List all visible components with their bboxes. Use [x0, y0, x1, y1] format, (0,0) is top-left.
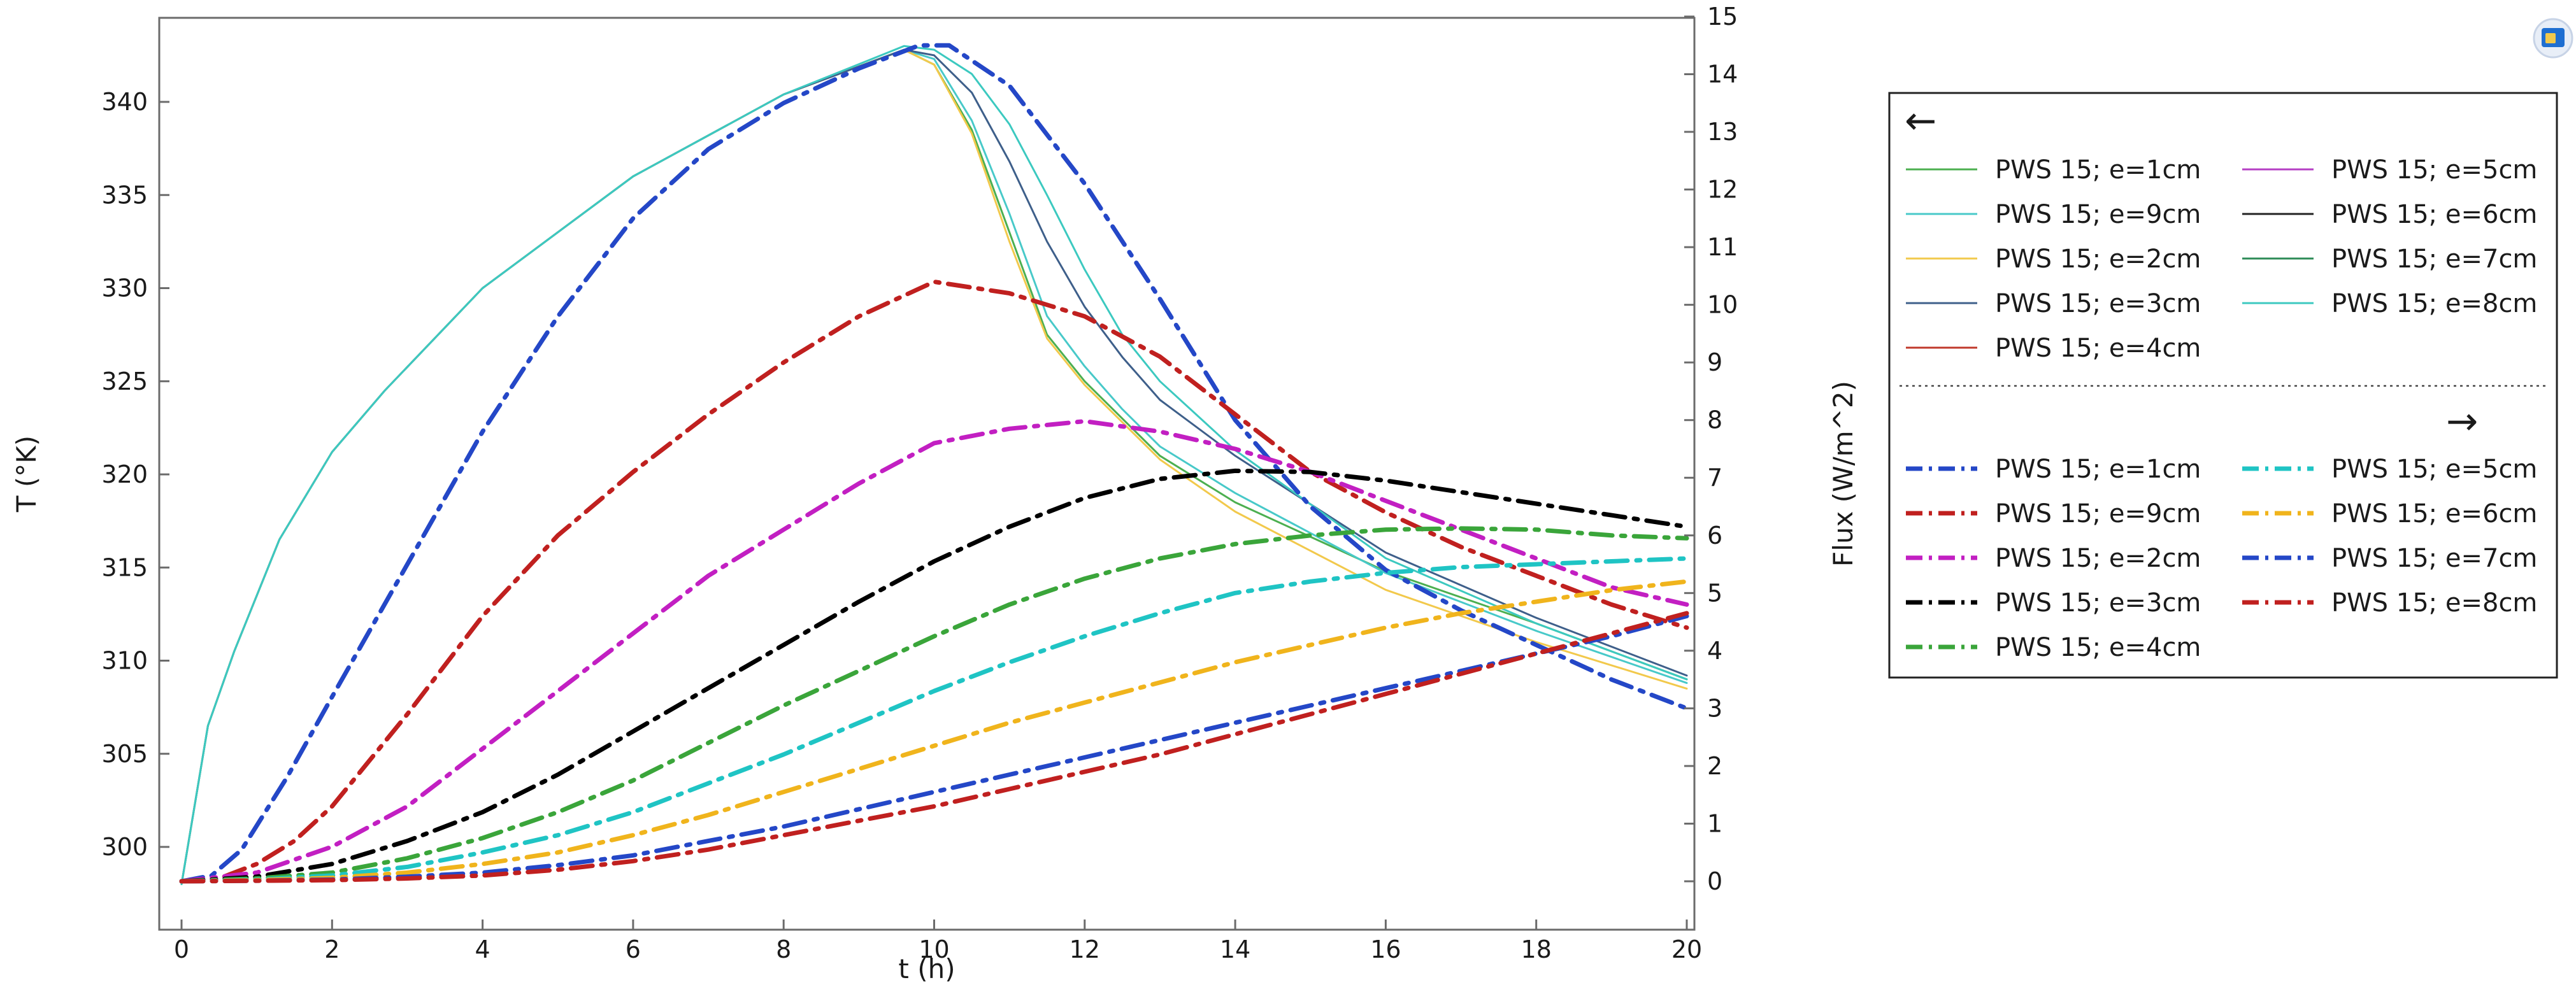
y-right-tick-label: 13: [1707, 118, 1738, 146]
y-right-tick-label: 12: [1707, 176, 1738, 204]
y-right-tick-label: 6: [1707, 522, 1722, 550]
series-line: [179, 468, 1689, 884]
series-line: [179, 556, 1689, 884]
y-right-tick-label: 3: [1707, 694, 1722, 722]
y-right-tick-label: 2: [1707, 752, 1722, 780]
x-tick-label: 2: [324, 935, 340, 963]
x-tick-label: 20: [1671, 935, 1702, 963]
series-line: [179, 611, 1689, 884]
legend-entry-label: PWS 15; e=2cm: [1995, 544, 2201, 573]
y-right-tick-label: 7: [1707, 464, 1722, 492]
y-left-tick-label: 330: [101, 274, 148, 302]
series-line: [179, 43, 1689, 884]
y-left-axis-label: T (°K): [11, 436, 42, 513]
y-right-tick-label: 8: [1707, 406, 1722, 434]
y-left-tick-label: 325: [101, 367, 148, 395]
series-line: [179, 419, 1689, 884]
x-tick-label: 12: [1070, 935, 1100, 963]
y-left-tick-label: 320: [101, 460, 148, 488]
y-left-axis-ticks: 300 305 310 315 320 325 330 335 340: [101, 88, 169, 861]
legend-entry-label: PWS 15; e=7cm: [2331, 245, 2537, 274]
legend-entries: PWS 15; e=1cm PWS 15; e=9cm PWS 15; e=2cm P…: [1906, 155, 2537, 662]
legend-entry-label: PWS 15; e=7cm: [2331, 544, 2537, 573]
y-right-axis-label: Flux (W/m^2): [1828, 381, 1859, 567]
y-left-tick-label: 305: [101, 740, 148, 768]
x-tick-label: 18: [1521, 935, 1552, 963]
x-tick-label: 10: [919, 935, 949, 963]
y-right-tick-label: 0: [1707, 867, 1722, 895]
y-right-tick-label: 10: [1707, 291, 1738, 319]
y-left-tick-label: 340: [101, 88, 148, 116]
y-right-tick-label: 14: [1707, 60, 1738, 89]
y-left-tick-label: 335: [101, 181, 148, 209]
series-layer: [179, 43, 1689, 885]
x-tick-label: 6: [626, 935, 641, 963]
legend-box: [1888, 92, 2558, 679]
legend-entry-label: PWS 15; e=8cm: [2331, 588, 2537, 618]
x-axis-label: t (h): [898, 953, 955, 984]
y-right-tick-label: 11: [1707, 233, 1738, 261]
legend-right-axis-arrow: →: [2446, 399, 2478, 444]
x-axis-ticks: 0 2 4 6 8 10 12 14 16 18 20: [174, 920, 1702, 963]
legend-entry-label: PWS 15; e=3cm: [1995, 289, 2201, 318]
legend-entry-label: PWS 15; e=3cm: [1995, 588, 2201, 618]
series-line: [179, 579, 1689, 884]
series-line: [180, 45, 1688, 885]
y-left-tick-label: 310: [101, 647, 148, 675]
legend-entry-label: PWS 15; e=4cm: [1995, 334, 2201, 363]
legend-entry-label: PWS 15; e=4cm: [1995, 633, 2201, 662]
y-right-tick-label: 15: [1707, 3, 1738, 31]
y-right-tick-label: 5: [1707, 579, 1722, 607]
x-tick-label: 4: [475, 935, 490, 963]
legend-entry-label: PWS 15; e=2cm: [1995, 245, 2201, 274]
legend-entry-label: PWS 15; e=5cm: [2331, 155, 2537, 185]
y-right-tick-label: 4: [1707, 637, 1722, 665]
x-tick-label: 14: [1220, 935, 1250, 963]
legend-left-axis-arrow: ←: [1905, 99, 1936, 143]
window-icon[interactable]: [2533, 18, 2573, 59]
plot-area: [158, 17, 1696, 931]
x-tick-label: 8: [776, 935, 791, 963]
legend-entry-label: PWS 15; e=6cm: [2331, 200, 2537, 229]
legend-entry-label: PWS 15; e=9cm: [1995, 499, 2201, 529]
x-tick-label: 16: [1370, 935, 1401, 963]
legend-entry-label: PWS 15; e=8cm: [2331, 289, 2537, 318]
y-right-tick-label: 9: [1707, 348, 1722, 376]
legend-entry-label: PWS 15; e=1cm: [1995, 155, 2201, 185]
y-left-tick-label: 300: [101, 833, 148, 861]
legend-entry-label: PWS 15; e=1cm: [1995, 455, 2201, 484]
y-left-tick-label: 315: [101, 553, 148, 581]
legend-entry-label: PWS 15; e=6cm: [2331, 499, 2537, 529]
series-line: [179, 526, 1689, 884]
legend-entry-label: PWS 15; e=5cm: [2331, 455, 2537, 484]
x-tick-label: 0: [174, 935, 189, 963]
y-right-tick-label: 1: [1707, 809, 1722, 837]
series-line: [179, 280, 1689, 884]
legend-entry-label: PWS 15; e=9cm: [1995, 200, 2201, 229]
